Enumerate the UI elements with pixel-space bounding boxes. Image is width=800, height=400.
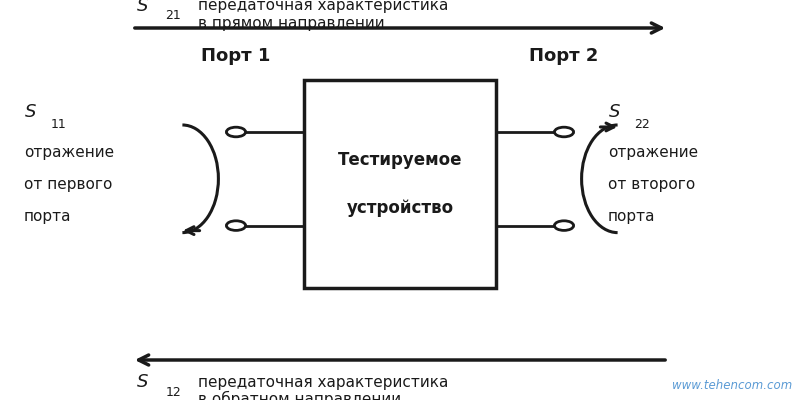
Text: порта: порта [608, 208, 655, 224]
Text: $S$: $S$ [24, 103, 37, 121]
Text: 22: 22 [634, 118, 650, 130]
Text: устройство: устройство [346, 199, 454, 217]
Text: в обратном направлении: в обратном направлении [198, 391, 402, 400]
Text: www.tehencom.com: www.tehencom.com [672, 379, 792, 392]
Circle shape [554, 127, 574, 137]
Text: порта: порта [24, 208, 71, 224]
Circle shape [554, 221, 574, 230]
Text: отражение: отражение [608, 144, 698, 160]
Text: передаточная характеристика: передаточная характеристика [198, 374, 449, 390]
Circle shape [226, 221, 246, 230]
Text: 21: 21 [166, 10, 182, 22]
Text: $S$: $S$ [136, 0, 149, 15]
Text: $S$: $S$ [608, 103, 621, 121]
Text: от первого: от первого [24, 176, 112, 192]
Text: $S$: $S$ [136, 373, 149, 391]
FancyBboxPatch shape [304, 80, 496, 288]
Text: Порт 2: Порт 2 [530, 47, 598, 65]
Text: отражение: отражение [24, 144, 114, 160]
Text: от второго: от второго [608, 176, 695, 192]
Text: в прямом направлении: в прямом направлении [198, 16, 385, 31]
Circle shape [226, 127, 246, 137]
Text: передаточная характеристика: передаточная характеристика [198, 0, 449, 14]
Text: 11: 11 [50, 118, 66, 130]
Text: Порт 1: Порт 1 [202, 47, 270, 65]
Text: Тестируемое: Тестируемое [338, 151, 462, 169]
Text: 12: 12 [166, 386, 182, 399]
